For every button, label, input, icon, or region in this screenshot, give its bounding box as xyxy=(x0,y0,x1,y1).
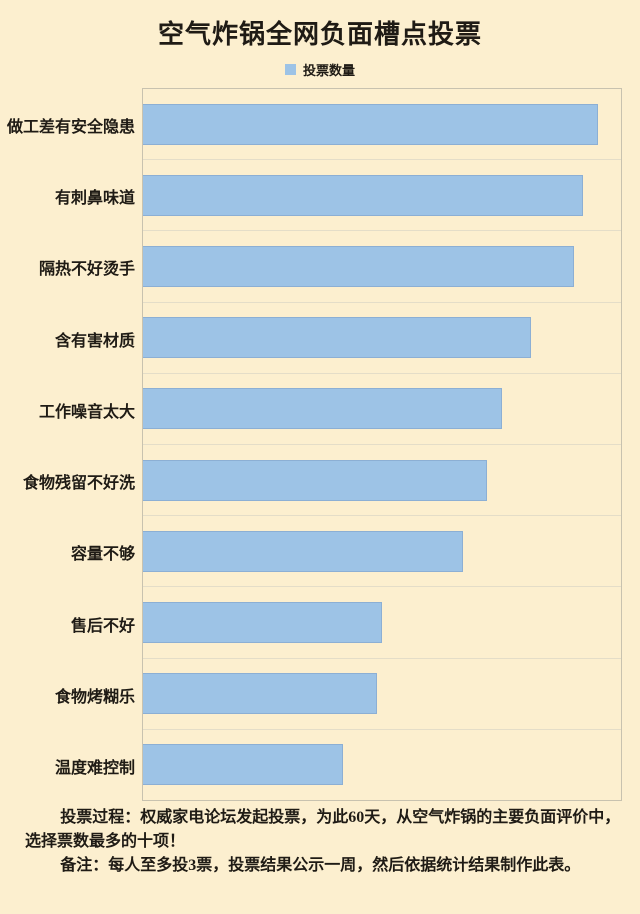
plot-row xyxy=(143,374,621,446)
category-label: 有刺鼻味道 xyxy=(54,189,135,207)
category-label: 食物烤糊乐 xyxy=(54,689,135,707)
vote-bar xyxy=(143,246,575,287)
plot-row xyxy=(143,445,621,517)
vote-bar xyxy=(143,388,502,430)
remark-note: 备注：每人至多投3票，投票结果公示一周，然后依据统计结果制作此表。 xyxy=(60,857,581,874)
category-label: 做工差有安全隐患 xyxy=(6,118,135,136)
plot-row xyxy=(143,89,621,161)
legend-label: 投票数量 xyxy=(302,63,355,78)
vote-bar xyxy=(143,744,343,786)
plot-row xyxy=(143,516,621,588)
process-note: 投票过程：权威家电论坛发起投票，为此60天，从空气炸锅的主要负面评价中，选择票数… xyxy=(25,809,621,850)
category-label: 售后不好 xyxy=(70,617,135,635)
category-label: 食物残留不好洗 xyxy=(22,475,135,493)
plot-row xyxy=(143,303,621,374)
plot-area xyxy=(142,88,622,801)
chart-title: 空气炸锅全网负面槽点投票 xyxy=(157,20,482,49)
category-label: 工作噪音太大 xyxy=(38,403,135,421)
plot-row xyxy=(143,160,621,232)
plot-row xyxy=(143,659,621,730)
vote-bar xyxy=(143,602,382,644)
category-label: 容量不够 xyxy=(70,546,135,564)
legend-swatch-icon xyxy=(284,64,296,75)
category-label: 含有害材质 xyxy=(54,332,135,350)
plot-row xyxy=(143,730,621,800)
vote-bar xyxy=(143,530,464,572)
plot-row xyxy=(143,587,621,659)
vote-bar xyxy=(143,103,599,145)
vote-bar xyxy=(143,174,584,216)
vote-bar xyxy=(143,459,487,501)
category-label: 隔热不好烫手 xyxy=(38,261,135,279)
category-label: 温度难控制 xyxy=(54,760,135,778)
vote-bar xyxy=(143,673,377,715)
vote-bar xyxy=(143,317,531,359)
legend: 投票数量 xyxy=(0,60,640,79)
plot-row xyxy=(143,231,621,303)
footer-notes: 投票过程：权威家电论坛发起投票，为此60天，从空气炸锅的主要负面评价中，选择票数… xyxy=(25,806,621,878)
category-axis: 做工差有安全隐患有刺鼻味道隔热不好烫手含有害材质工作噪音太大食物残留不好洗容量不… xyxy=(0,89,135,802)
